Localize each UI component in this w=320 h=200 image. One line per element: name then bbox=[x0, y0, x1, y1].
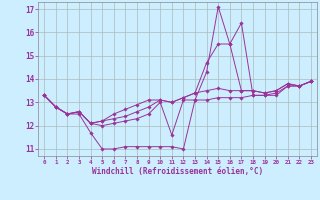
X-axis label: Windchill (Refroidissement éolien,°C): Windchill (Refroidissement éolien,°C) bbox=[92, 167, 263, 176]
